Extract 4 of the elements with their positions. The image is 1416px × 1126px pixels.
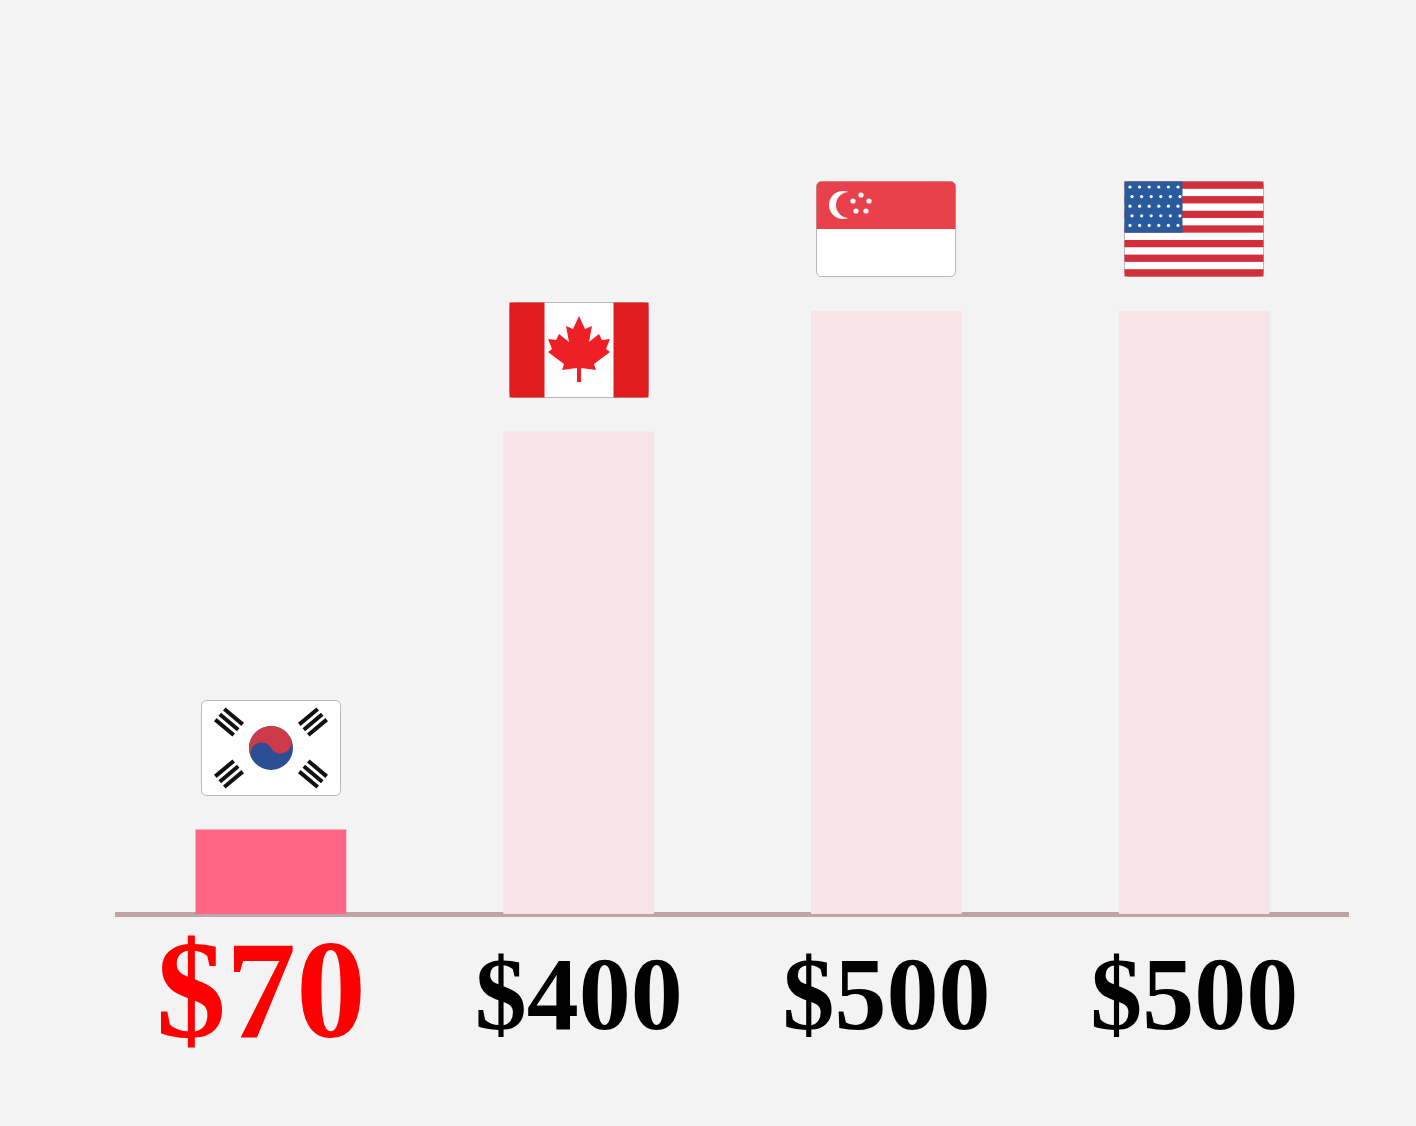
data-label: $400 [474, 936, 683, 1051]
data-label: $500 [782, 936, 991, 1051]
data-label: $500 [1090, 936, 1299, 1051]
data-label: $70 [155, 912, 366, 1067]
